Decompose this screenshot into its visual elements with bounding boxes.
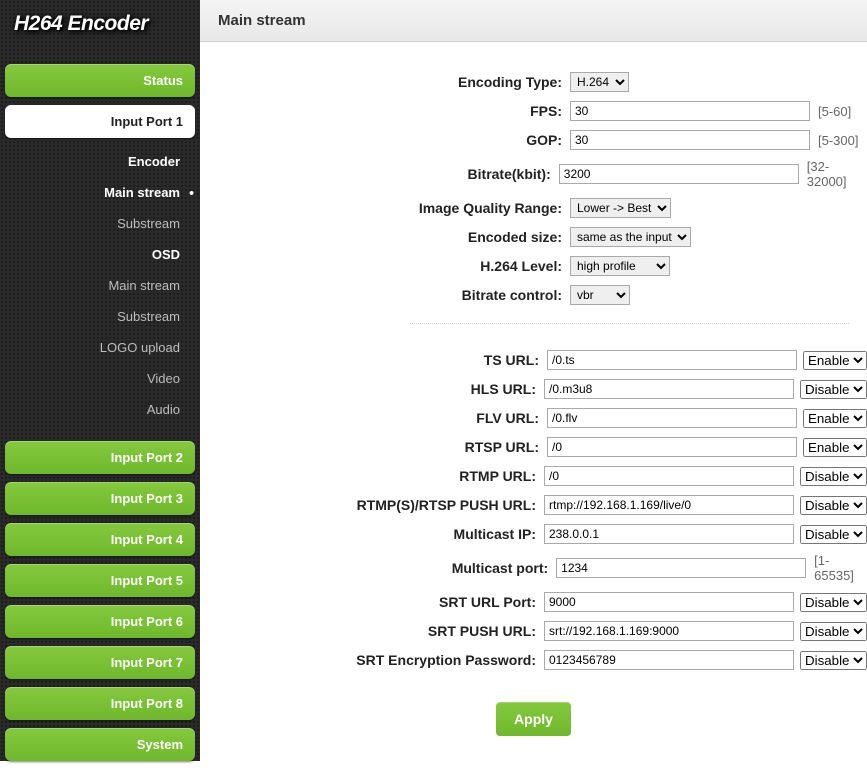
label-encoded-size: Encoded size: (200, 229, 570, 245)
label-mcast-ip: Multicast IP: (200, 526, 544, 542)
sub-logo-upload[interactable]: LOGO upload (0, 332, 200, 363)
encoder-form: Encoding Type: H.264 FPS: [5-60] GOP: [5… (200, 72, 867, 736)
page-title: Main stream (200, 0, 867, 42)
input-srt-pwd[interactable] (544, 650, 794, 670)
label-flv-url: FLV URL: (200, 410, 547, 426)
label-hls-url: HLS URL: (200, 381, 544, 397)
input-rtsp-url[interactable] (547, 437, 797, 457)
nav-input-port-5[interactable]: Input Port 5 (5, 564, 195, 597)
sub-osd[interactable]: OSD (0, 239, 200, 270)
sidebar: H264 Encoder Status Input Port 1 Encoder… (0, 0, 200, 761)
input-gop[interactable] (570, 130, 810, 150)
input-srt-push[interactable] (544, 621, 794, 641)
apply-button[interactable]: Apply (496, 702, 571, 736)
main-content: Main stream Encoding Type: H.264 FPS: [5… (200, 0, 867, 776)
sub-substream[interactable]: Substream (0, 208, 200, 239)
hint-bitrate: [32-32000] (807, 159, 867, 189)
hint-mcast-port: [1-65535] (814, 553, 867, 583)
select-encoded-size[interactable]: same as the input (570, 227, 691, 247)
nav-system[interactable]: System (5, 728, 195, 761)
select-srt-push-state[interactable]: Disable (800, 622, 867, 641)
logo: H264 Encoder (0, 0, 200, 64)
label-bitrate-ctrl: Bitrate control: (200, 287, 570, 303)
input-mcast-port[interactable] (556, 558, 806, 578)
input-flv-url[interactable] (547, 408, 797, 428)
label-fps: FPS: (200, 103, 570, 119)
sub-audio[interactable]: Audio (0, 394, 200, 425)
input-ts-url[interactable] (547, 350, 797, 370)
select-srt-pwd-state[interactable]: Disable (800, 651, 867, 670)
hint-gop: [5-300] (818, 133, 858, 148)
sub-main-stream[interactable]: Main stream (0, 177, 200, 208)
sub-osd-sub[interactable]: Substream (0, 301, 200, 332)
nav-status[interactable]: Status (5, 64, 195, 97)
select-rtsp-state[interactable]: Enable (803, 438, 867, 457)
input-rtmp-push[interactable] (544, 495, 794, 515)
nav-input-port-4[interactable]: Input Port 4 (5, 523, 195, 556)
sub-osd-main[interactable]: Main stream (0, 270, 200, 301)
nav-input-port-1[interactable]: Input Port 1 (5, 105, 195, 138)
select-bitrate-ctrl[interactable]: vbr (570, 285, 630, 305)
submenu-port-1: Encoder Main stream Substream OSD Main s… (0, 146, 200, 425)
select-iq-range[interactable]: Lower -> Best (570, 198, 671, 218)
label-srt-pwd: SRT Encryption Password: (200, 652, 544, 668)
select-encoding-type[interactable]: H.264 (570, 72, 629, 92)
label-bitrate: Bitrate(kbit): (200, 166, 559, 182)
input-hls-url[interactable] (544, 379, 794, 399)
nav-input-port-7[interactable]: Input Port 7 (5, 646, 195, 679)
input-fps[interactable] (570, 101, 810, 121)
section-divider (410, 323, 849, 324)
label-iq-range: Image Quality Range: (200, 200, 570, 216)
label-rtsp-url: RTSP URL: (200, 439, 547, 455)
select-rtmp-state[interactable]: Disable (800, 467, 867, 486)
select-mcast-state[interactable]: Disable (800, 525, 867, 544)
sub-video[interactable]: Video (0, 363, 200, 394)
input-mcast-ip[interactable] (544, 524, 794, 544)
label-srt-port: SRT URL Port: (200, 594, 544, 610)
select-ts-state[interactable]: Enable (803, 351, 867, 370)
nav-input-port-3[interactable]: Input Port 3 (5, 482, 195, 515)
label-rtmp-push: RTMP(S)/RTSP PUSH URL: (200, 497, 544, 513)
select-h264-level[interactable]: high profile (570, 256, 670, 276)
nav-input-port-6[interactable]: Input Port 6 (5, 605, 195, 638)
label-gop: GOP: (200, 132, 570, 148)
input-bitrate[interactable] (559, 164, 799, 184)
label-encoding-type: Encoding Type: (200, 74, 570, 90)
nav-input-port-8[interactable]: Input Port 8 (5, 687, 195, 720)
label-ts-url: TS URL: (200, 352, 547, 368)
label-rtmp-url: RTMP URL: (200, 468, 544, 484)
label-mcast-port: Multicast port: (200, 560, 556, 576)
select-rtmp-push-state[interactable]: Disable (800, 496, 867, 515)
select-srt-port-state[interactable]: Disable (800, 593, 867, 612)
nav-input-port-2[interactable]: Input Port 2 (5, 441, 195, 474)
label-h264-level: H.264 Level: (200, 258, 570, 274)
select-hls-state[interactable]: Disable (800, 380, 867, 399)
select-flv-state[interactable]: Enable (803, 409, 867, 428)
label-srt-push: SRT PUSH URL: (200, 623, 544, 639)
hint-fps: [5-60] (818, 104, 851, 119)
input-rtmp-url[interactable] (544, 466, 794, 486)
sub-encoder[interactable]: Encoder (0, 146, 200, 177)
input-srt-port[interactable] (544, 592, 794, 612)
